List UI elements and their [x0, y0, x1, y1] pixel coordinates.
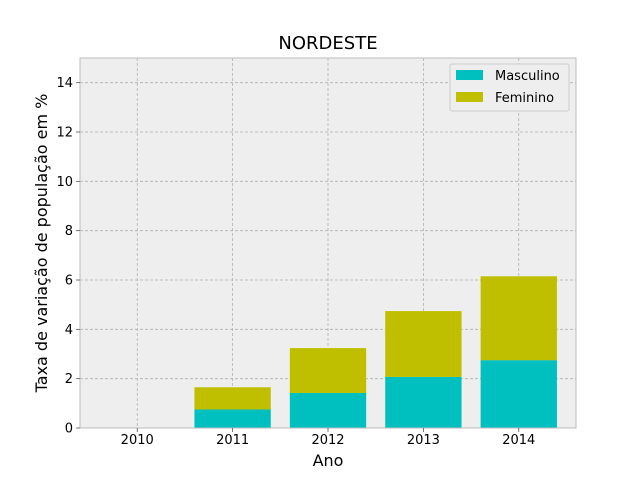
bar-feminino-2012	[289, 348, 367, 393]
y-tick-label: 0	[65, 422, 73, 437]
x-tick-label: 2014	[502, 433, 535, 448]
legend-label-feminino: Feminino	[495, 91, 554, 106]
bar-masculino-2011	[194, 409, 271, 428]
y-ticks: 0 2 4 6 8 10 12 14	[56, 76, 80, 437]
x-ticks: 2010 2011 2012 2013 2014	[121, 428, 535, 448]
bar-feminino-2014	[480, 276, 557, 361]
y-tick-label: 4	[65, 323, 73, 338]
bar-feminino-2013	[385, 311, 462, 377]
bars	[194, 276, 557, 428]
y-tick-label: 10	[56, 175, 73, 190]
bar-masculino-2014	[480, 360, 557, 428]
legend-swatch-feminino	[456, 92, 483, 102]
y-tick-label: 2	[65, 372, 73, 387]
legend-label-masculino: Masculino	[495, 69, 560, 84]
bar-masculino-2013	[385, 376, 462, 428]
x-tick-label: 2012	[311, 433, 344, 448]
chart-title: NORDESTE	[278, 33, 377, 54]
y-axis-label: Taxa de variação de população em %	[32, 94, 51, 394]
legend: Masculino Feminino	[449, 63, 570, 112]
x-tick-label: 2010	[121, 433, 154, 448]
bar-masculino-2012	[289, 392, 367, 428]
x-axis-label: Ano	[313, 451, 344, 470]
x-tick-label: 2011	[216, 433, 249, 448]
y-tick-label: 12	[56, 126, 73, 141]
y-tick-label: 6	[65, 274, 73, 289]
y-tick-label: 14	[56, 76, 73, 91]
legend-swatch-masculino	[456, 70, 483, 80]
bar-feminino-2011	[194, 387, 271, 410]
x-tick-label: 2013	[407, 433, 440, 448]
y-tick-label: 8	[65, 224, 73, 239]
